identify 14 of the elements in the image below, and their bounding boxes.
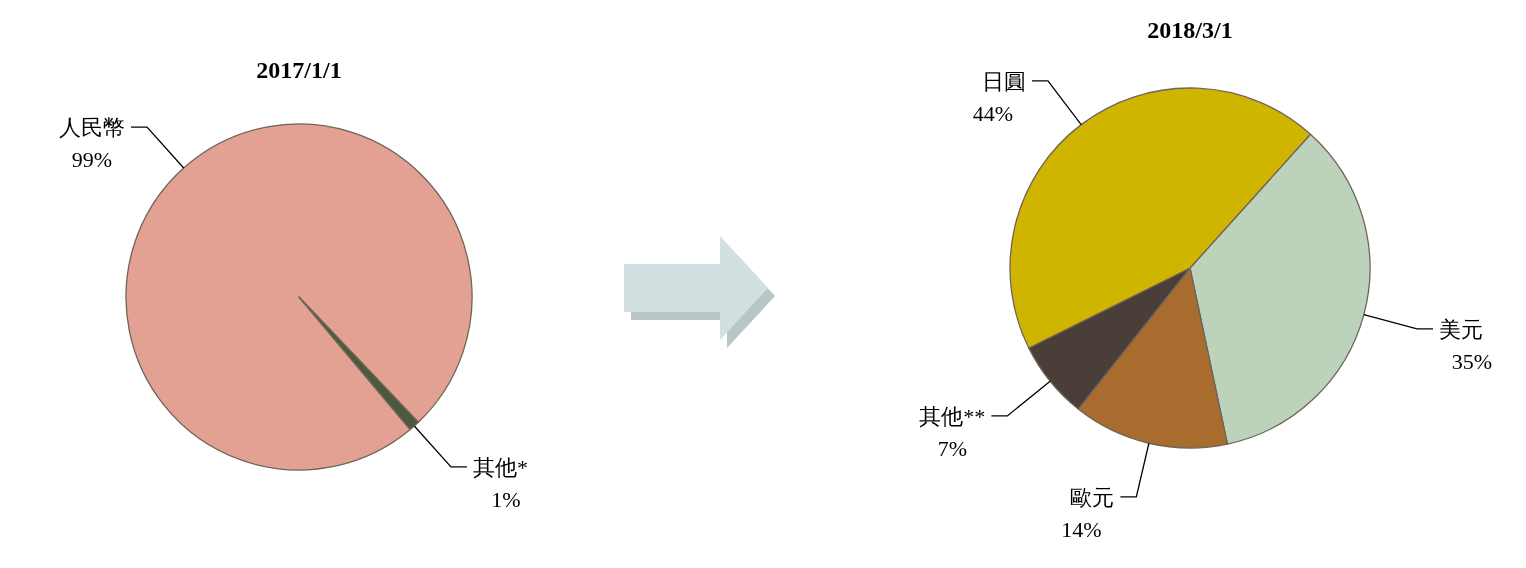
chart-title: 2017/1/1	[256, 57, 342, 83]
data-label: 1%	[491, 486, 521, 512]
slice-label: 其他*	[472, 454, 528, 480]
slice-label: 人民幣	[59, 115, 126, 141]
data-label: 14%	[1061, 516, 1102, 542]
slice-label: 美元	[1438, 316, 1483, 342]
data-label: 99%	[71, 147, 113, 173]
slice-label: 日圓	[981, 68, 1026, 94]
data-label: 35%	[1451, 348, 1493, 374]
data-label: 44%	[972, 100, 1014, 126]
slice-label: 其他**	[919, 403, 986, 429]
data-label: 7%	[937, 435, 968, 461]
slice-label: 歐元	[1070, 484, 1115, 510]
chart-title: 2018/3/1	[1147, 17, 1233, 43]
